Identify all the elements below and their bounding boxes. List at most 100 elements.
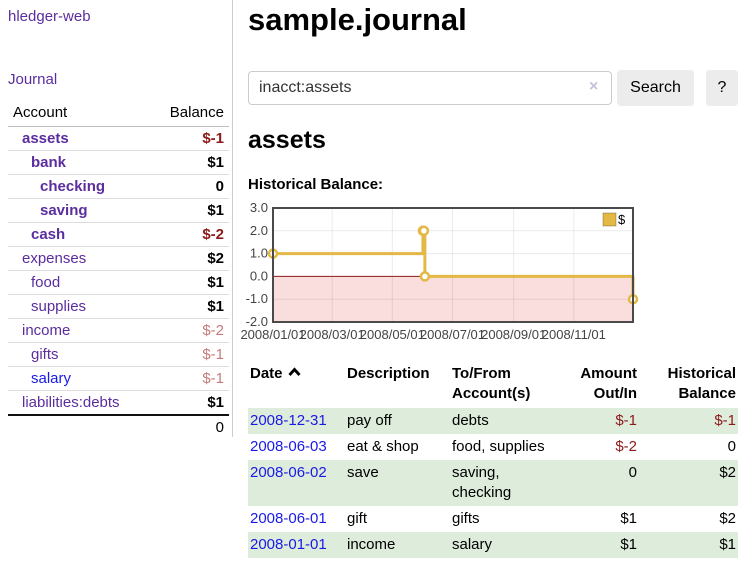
account-row: expenses $2 (8, 246, 229, 271)
account-heading: assets (248, 126, 326, 154)
account-row: liabilities:debts $1 (8, 390, 229, 416)
account-row: saving $1 (8, 198, 229, 223)
description-cell: eat & shop (347, 438, 419, 455)
account-row: food $1 (8, 270, 229, 295)
svg-text:-2.0: -2.0 (246, 314, 268, 329)
account-link-salary[interactable]: salary (31, 370, 72, 387)
transaction-date-link[interactable]: 2008-06-02 (250, 464, 327, 481)
historical-balance-chart: $3.0 2.0 1.0 0.0 -1.0 -2.02008/01/012008/03/0… (240, 202, 639, 342)
chart-title: Historical Balance: (248, 176, 384, 193)
accounts-cell: food, supplies (452, 438, 545, 455)
main-content: sample.journal × Search ? assets Histori… (240, 0, 740, 582)
account-balance: $-2 (202, 322, 224, 339)
page-title: sample.journal (248, 2, 467, 37)
svg-text:2008/11/01: 2008/11/01 (542, 327, 606, 342)
register-header-description: Description (347, 365, 430, 382)
svg-text:1.0: 1.0 (250, 246, 268, 261)
brand-link[interactable]: hledger-web (8, 8, 91, 25)
amount-cell: $1 (620, 536, 637, 553)
account-balance: $1 (207, 394, 224, 411)
account-link-gifts[interactable]: gifts (31, 346, 59, 363)
account-balance: $-1 (202, 346, 224, 363)
account-link-bank[interactable]: bank (31, 154, 67, 171)
account-row: checking 0 (8, 174, 229, 199)
account-balance: $-1 (202, 370, 224, 387)
register-header-accounts: To/From Account(s) (452, 365, 531, 402)
accounts-header-balance: Balance (148, 101, 229, 127)
account-balance: $1 (207, 154, 224, 171)
account-row: bank $1 (8, 150, 229, 175)
svg-text:3.0: 3.0 (250, 202, 268, 215)
account-row: assets $-1 (8, 127, 229, 151)
account-balance: 0 (215, 178, 224, 195)
svg-text:0.0: 0.0 (250, 268, 268, 283)
sidebar-item-journal[interactable]: Journal (8, 71, 58, 88)
register-row: 2008-06-03 eat & shop food, supplies $-2… (248, 434, 738, 460)
svg-text:$: $ (618, 212, 626, 227)
search-form: × Search ? (248, 70, 740, 106)
register-header-date-sort[interactable]: Date (248, 360, 345, 408)
balance-cell: $2 (719, 510, 736, 527)
transaction-date-link[interactable]: 2008-12-31 (250, 412, 327, 429)
amount-cell: $1 (620, 510, 637, 527)
transaction-date-link[interactable]: 2008-06-03 (250, 438, 327, 455)
register-row: 2008-12-31 pay off debts $-1 $-1 (248, 408, 738, 434)
svg-text:2008/03/01: 2008/03/01 (300, 327, 365, 342)
balance-cell: $1 (719, 536, 736, 553)
account-row: supplies $1 (8, 294, 229, 319)
account-balance: $1 (207, 274, 224, 291)
account-link-liabilities-debts[interactable]: liabilities:debts (22, 394, 120, 411)
accounts-cell: gifts (452, 510, 480, 527)
register-row: 2008-01-01 income salary $1 $1 (248, 532, 738, 558)
search-button[interactable]: Search (617, 70, 694, 106)
register-row: 2008-06-01 gift gifts $1 $2 (248, 506, 738, 532)
description-cell: gift (347, 510, 368, 527)
account-row: salary $-1 (8, 366, 229, 391)
register-header-date-label: Date (250, 365, 283, 382)
accounts-cell: saving, checking (452, 464, 512, 501)
transaction-date-link[interactable]: 2008-01-01 (250, 536, 327, 553)
svg-text:2008/05/01: 2008/05/01 (360, 327, 425, 342)
description-cell: save (347, 464, 379, 481)
svg-text:2008/01/01: 2008/01/01 (240, 327, 305, 342)
svg-text:2.0: 2.0 (250, 223, 268, 238)
register-header-amount: Amount Out/In (580, 365, 637, 402)
account-link-expenses[interactable]: expenses (22, 250, 87, 267)
description-cell: income (347, 536, 396, 553)
account-balance: $2 (207, 250, 224, 267)
register-row: 2008-06-02 save saving, checking 0 $2 (248, 460, 738, 506)
svg-text:2008/09/01: 2008/09/01 (481, 327, 546, 342)
account-link-income[interactable]: income (22, 322, 71, 339)
accounts-table: Account Balance assets $-1 bank $1 check… (8, 101, 229, 439)
account-link-assets[interactable]: assets (22, 130, 69, 147)
account-row: income $-2 (8, 318, 229, 343)
accounts-total-row: 0 (8, 415, 229, 439)
account-row: gifts $-1 (8, 342, 229, 367)
account-link-cash[interactable]: cash (31, 226, 66, 243)
register-header-balance: Historical Balance (667, 365, 736, 402)
account-link-supplies[interactable]: supplies (31, 298, 87, 315)
account-row: cash $-2 (8, 222, 229, 247)
account-link-saving[interactable]: saving (40, 202, 88, 219)
account-link-checking[interactable]: checking (40, 178, 106, 195)
register-table: Date Description To/From Account(s) Amou… (248, 360, 738, 558)
balance-cell: $2 (719, 464, 736, 481)
clear-search-icon[interactable]: × (589, 78, 599, 95)
accounts-header-account: Account (8, 101, 149, 127)
accounts-total-balance: 0 (215, 419, 224, 436)
svg-text:-1.0: -1.0 (246, 291, 268, 306)
account-link-food[interactable]: food (31, 274, 61, 291)
search-input[interactable] (248, 71, 612, 105)
transaction-date-link[interactable]: 2008-06-01 (250, 510, 327, 527)
account-balance: $1 (207, 298, 224, 315)
account-balance: $1 (207, 202, 224, 219)
sort-ascending-icon (287, 367, 301, 376)
accounts-cell: debts (452, 412, 489, 429)
accounts-cell: salary (452, 536, 493, 553)
amount-cell: $-1 (615, 412, 637, 429)
balance-cell: $-1 (714, 412, 736, 429)
help-button[interactable]: ? (706, 70, 738, 106)
amount-cell: $-2 (615, 438, 637, 455)
amount-cell: 0 (628, 464, 637, 481)
account-balance: $-1 (202, 130, 224, 147)
